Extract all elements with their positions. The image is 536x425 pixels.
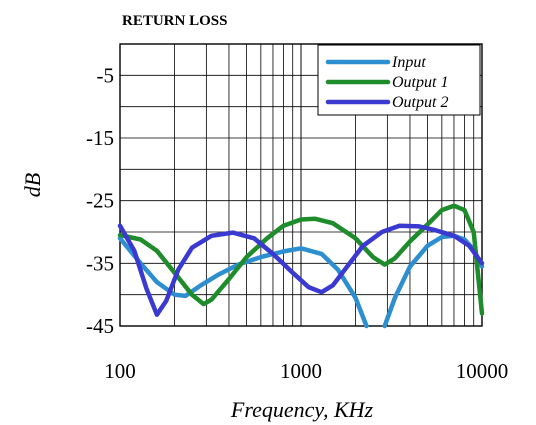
x-axis-label: Frequency, KHz bbox=[230, 397, 374, 422]
y-tick-label: -15 bbox=[86, 126, 114, 150]
axis-ticks: -5 -15 -25 -35 -45 100 1000 10000 bbox=[86, 63, 508, 383]
y-tick-label: -45 bbox=[86, 314, 114, 338]
series-line-output-2 bbox=[117, 223, 485, 317]
legend: Input Output 1 Output 2 bbox=[317, 44, 481, 116]
x-tick-label: 1000 bbox=[280, 359, 322, 383]
series-line-output-1 bbox=[117, 203, 485, 316]
chart-title: RETURN LOSS bbox=[122, 13, 227, 29]
y-axis-label: dB bbox=[20, 173, 45, 197]
x-tick-label: 10000 bbox=[456, 359, 509, 383]
legend-label-output-1: Output 1 bbox=[392, 74, 448, 91]
y-tick-label: -25 bbox=[86, 189, 114, 213]
legend-label-output-2: Output 2 bbox=[392, 94, 448, 111]
legend-label-input: Input bbox=[391, 54, 426, 71]
series-lines bbox=[117, 203, 485, 329]
y-tick-label: -35 bbox=[86, 251, 114, 275]
x-tick-label: 100 bbox=[104, 359, 136, 383]
y-tick-label: -5 bbox=[97, 63, 115, 87]
